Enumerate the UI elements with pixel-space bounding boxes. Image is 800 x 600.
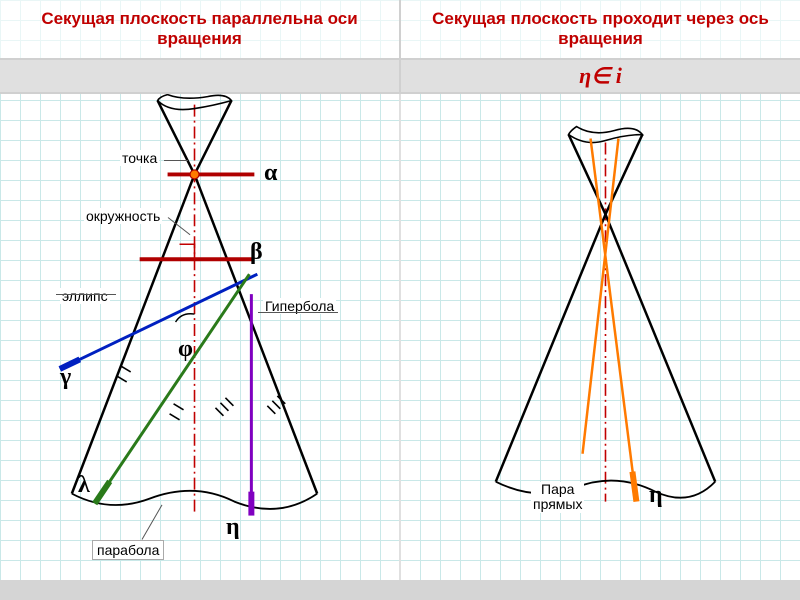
label-pair: Парапрямых — [531, 482, 584, 513]
right-diagram — [401, 94, 800, 600]
upper-break-r — [569, 127, 643, 143]
lower-left-r — [496, 214, 606, 481]
label-pair-text: Парапрямых — [533, 481, 582, 512]
label-point: точка — [120, 150, 159, 166]
eta-line-r2 — [583, 139, 619, 454]
tick-marks — [117, 366, 286, 420]
body-row: точка окружность эллипс Гипербола парабо… — [0, 94, 800, 600]
apex-point-icon — [190, 170, 199, 179]
greek-gamma: γ — [60, 364, 71, 391]
phi-arc — [176, 314, 195, 322]
label-ellipse: эллипс — [60, 288, 110, 304]
subheader-row: η∈ i — [0, 60, 800, 94]
subheader-right: η∈ i — [401, 60, 800, 92]
header-left: Секущая плоскость параллельна оси вращен… — [0, 0, 401, 58]
greek-eta: η — [226, 514, 240, 541]
footer-bar — [0, 580, 800, 600]
leader-point — [164, 160, 188, 161]
leader-ellipse-u — [56, 294, 116, 295]
label-parabola: парабола — [92, 540, 164, 560]
greek-eta-r: η — [649, 482, 663, 509]
label-circle: окружность — [84, 208, 162, 224]
greek-alpha: α — [264, 160, 277, 187]
lambda-line-end — [95, 481, 110, 503]
header-row: Секущая плоскость параллельна оси вращен… — [0, 0, 800, 60]
perp-mark-icon — [180, 244, 195, 259]
lower-right-r — [605, 214, 715, 481]
eta-end-r — [632, 472, 636, 502]
lambda-line — [95, 274, 250, 503]
subheader-left — [0, 60, 401, 92]
right-cell: Парапрямых η — [401, 94, 800, 600]
lower-cone-right — [195, 174, 318, 493]
greek-beta: β — [250, 239, 263, 266]
leader-hyperbola-u — [258, 312, 338, 313]
greek-phi: φ — [178, 336, 193, 363]
left-cell: точка окружность эллипс Гипербола парабо… — [0, 94, 401, 600]
header-right: Секущая плоскость проходит через ось вра… — [401, 0, 800, 58]
left-diagram — [0, 94, 399, 600]
greek-lambda: λ — [78, 472, 90, 499]
